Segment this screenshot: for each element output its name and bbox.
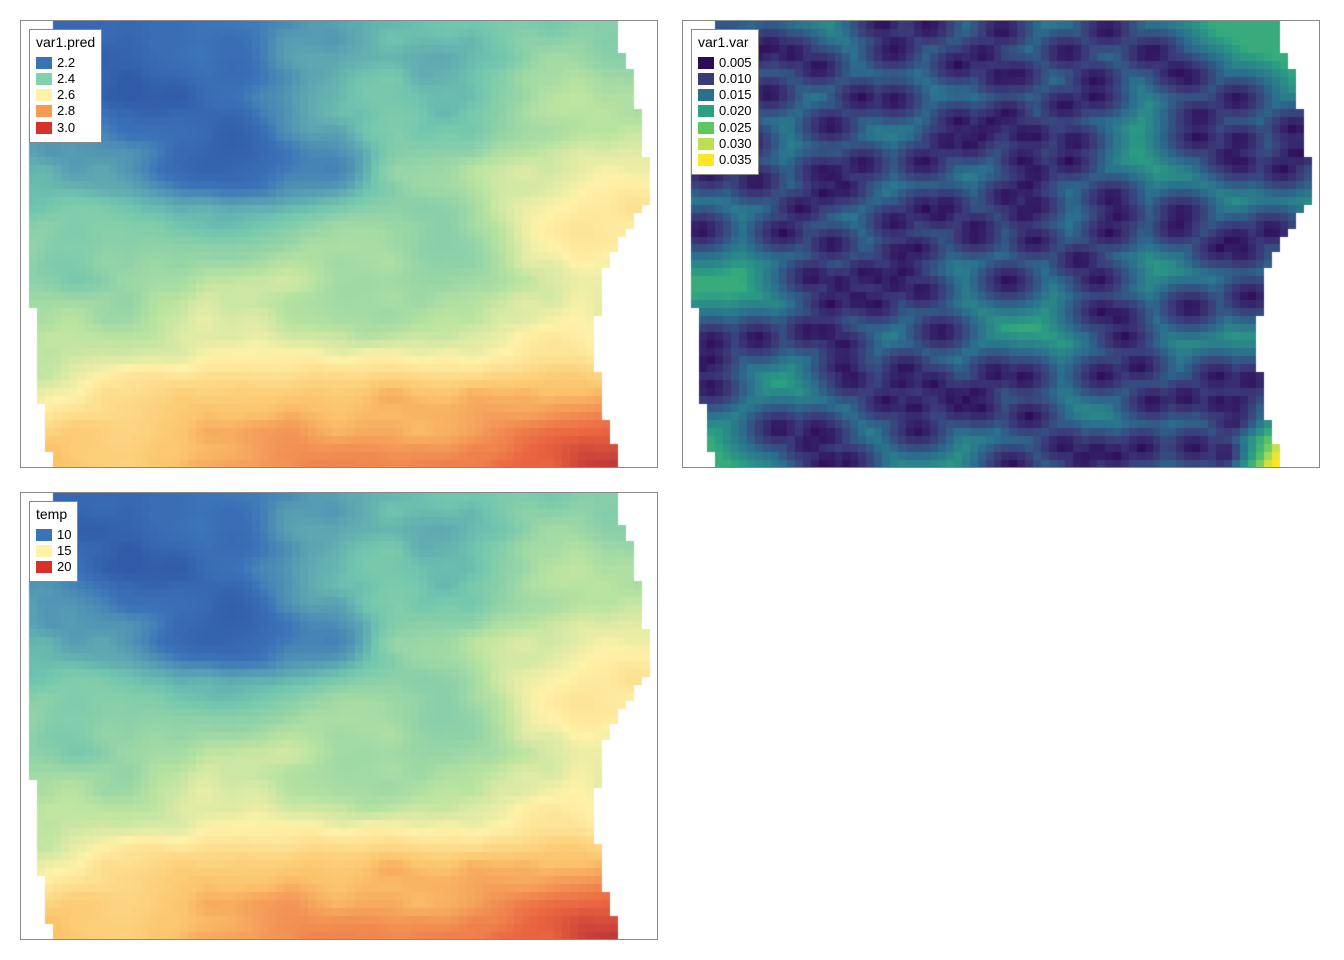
legend-swatch xyxy=(36,73,52,85)
heatmap-canvas-temp xyxy=(21,493,657,939)
legend-label: 10 xyxy=(57,527,71,543)
legend-label: 2.4 xyxy=(57,71,75,87)
legend-swatch xyxy=(36,561,52,573)
legend-label: 0.015 xyxy=(719,87,752,103)
legend-items-1: 0.0050.0100.0150.0200.0250.0300.035 xyxy=(698,55,752,169)
legend-row: 2.2 xyxy=(36,55,95,71)
legend-label: 0.025 xyxy=(719,120,752,136)
legend-swatch xyxy=(698,73,714,85)
legend-swatch xyxy=(36,122,52,134)
legend-row: 2.8 xyxy=(36,103,95,119)
legend-label: 15 xyxy=(57,543,71,559)
legend-label: 0.005 xyxy=(719,55,752,71)
legend-row: 15 xyxy=(36,543,71,559)
legend-title: temp xyxy=(36,506,71,524)
legend-items-2: 101520 xyxy=(36,527,71,576)
heatmap-canvas-var1-var xyxy=(683,21,1319,467)
legend-label: 3.0 xyxy=(57,120,75,136)
panel-var1-pred: var1.pred 2.22.42.62.83.0 xyxy=(20,20,658,468)
legend-label: 0.035 xyxy=(719,152,752,168)
panel-temp: temp 101520 xyxy=(20,492,658,940)
legend-items-0: 2.22.42.62.83.0 xyxy=(36,55,95,136)
legend-label: 0.030 xyxy=(719,136,752,152)
legend-row: 3.0 xyxy=(36,120,95,136)
legend-label: 0.010 xyxy=(719,71,752,87)
legend-row: 0.035 xyxy=(698,152,752,168)
legend-row: 0.020 xyxy=(698,103,752,119)
legend-row: 0.025 xyxy=(698,120,752,136)
legend-swatch xyxy=(36,545,52,557)
legend-var1-pred: var1.pred 2.22.42.62.83.0 xyxy=(29,29,102,143)
legend-swatch xyxy=(36,105,52,117)
legend-row: 2.4 xyxy=(36,71,95,87)
panel-var1-var: var1.var 0.0050.0100.0150.0200.0250.0300… xyxy=(682,20,1320,468)
legend-row: 2.6 xyxy=(36,87,95,103)
legend-swatch xyxy=(698,89,714,101)
legend-swatch xyxy=(36,57,52,69)
legend-swatch xyxy=(698,154,714,166)
legend-row: 0.010 xyxy=(698,71,752,87)
legend-row: 20 xyxy=(36,559,71,575)
legend-swatch xyxy=(698,57,714,69)
legend-title: var1.var xyxy=(698,34,752,52)
legend-title: var1.pred xyxy=(36,34,95,52)
legend-temp: temp 101520 xyxy=(29,501,78,582)
legend-row: 10 xyxy=(36,527,71,543)
heatmap-canvas-var1-pred xyxy=(21,21,657,467)
legend-swatch xyxy=(698,138,714,150)
legend-label: 2.6 xyxy=(57,87,75,103)
legend-var1-var: var1.var 0.0050.0100.0150.0200.0250.0300… xyxy=(691,29,759,175)
legend-swatch xyxy=(698,105,714,117)
legend-swatch xyxy=(36,89,52,101)
legend-swatch xyxy=(698,122,714,134)
panel-grid: var1.pred 2.22.42.62.83.0 var1.var 0.005… xyxy=(20,20,1320,940)
legend-label: 2.2 xyxy=(57,55,75,71)
panel-empty xyxy=(682,492,1320,940)
legend-row: 0.015 xyxy=(698,87,752,103)
legend-label: 20 xyxy=(57,559,71,575)
legend-label: 2.8 xyxy=(57,103,75,119)
legend-label: 0.020 xyxy=(719,103,752,119)
legend-row: 0.005 xyxy=(698,55,752,71)
legend-row: 0.030 xyxy=(698,136,752,152)
legend-swatch xyxy=(36,529,52,541)
